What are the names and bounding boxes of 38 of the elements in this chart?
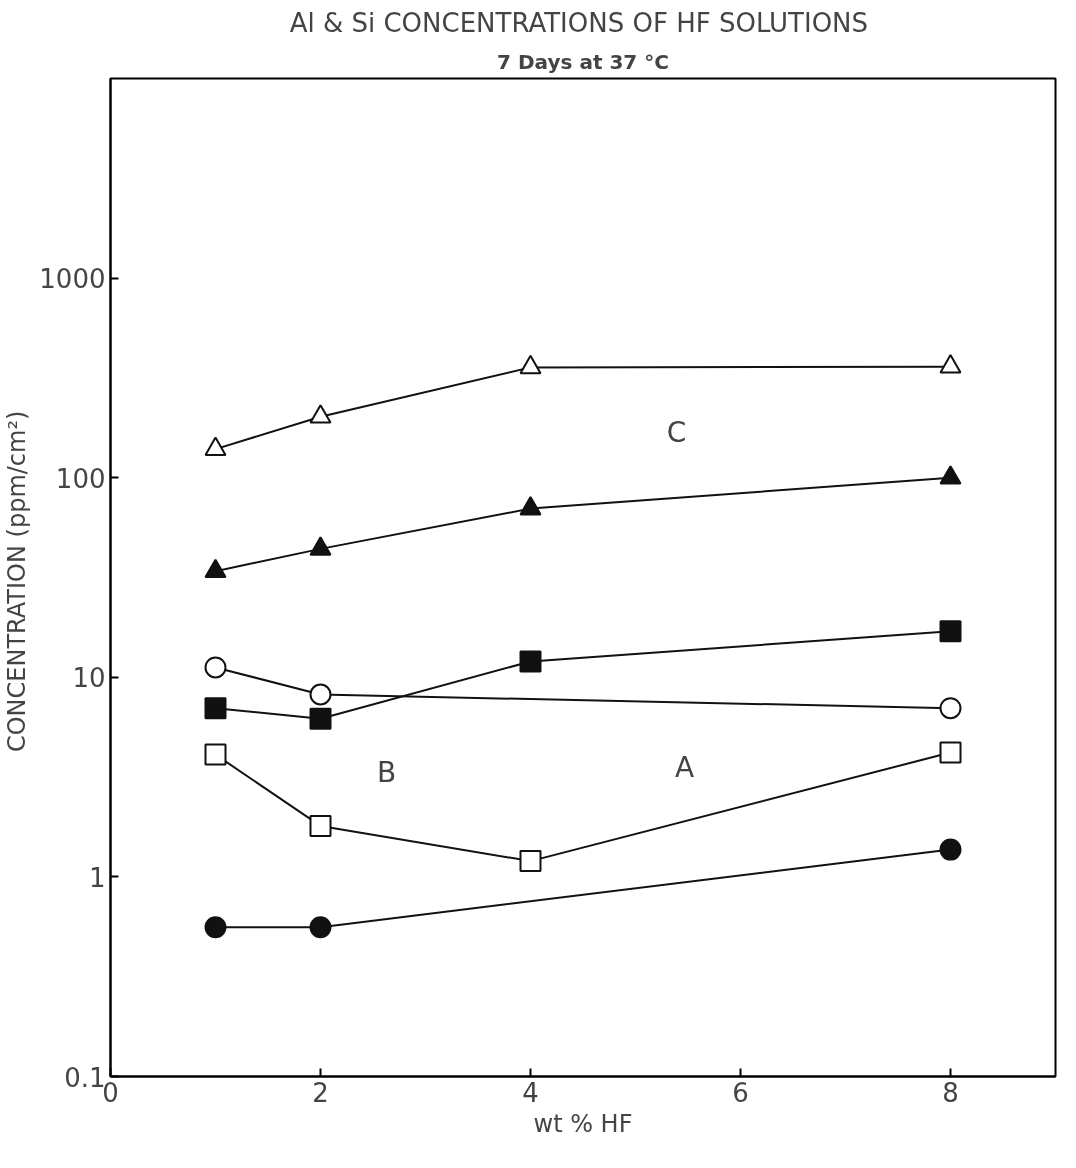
y-tick-label: 10 xyxy=(72,663,106,694)
point xyxy=(519,850,542,873)
point xyxy=(939,620,962,643)
x-tick-label: 4 xyxy=(522,1077,539,1108)
y-tick-label: 1 xyxy=(88,862,106,893)
point xyxy=(939,838,962,861)
y-tick-label: 1000 xyxy=(39,264,106,295)
point xyxy=(309,683,332,706)
point xyxy=(309,536,332,556)
y-tick-label: 100 xyxy=(55,463,106,494)
point xyxy=(519,354,542,375)
point xyxy=(939,697,962,720)
point xyxy=(939,741,962,764)
point xyxy=(204,656,227,679)
chart-title: Al & Si CONCENTRATIONS OF HF SOLUTIONS xyxy=(289,7,869,38)
x-tick-label: 2 xyxy=(312,1077,329,1108)
point xyxy=(204,558,227,578)
x-tick-label: 8 xyxy=(942,1077,959,1108)
chart-subtitle: 7 Days at 37 °C xyxy=(497,49,669,74)
point xyxy=(309,707,332,730)
point xyxy=(309,916,332,939)
point xyxy=(204,436,227,456)
x-tick-label: 0 xyxy=(102,1077,119,1108)
point xyxy=(309,404,332,424)
x-tick-label: 6 xyxy=(732,1077,749,1108)
point xyxy=(204,697,227,720)
y-axis-title: CONCENTRATION (ppm/cm²) xyxy=(3,410,32,753)
point xyxy=(519,650,542,673)
annotation: C xyxy=(666,416,687,449)
point xyxy=(204,743,227,766)
x-axis-title: wt % HF xyxy=(533,1109,633,1138)
annotation: A xyxy=(674,751,695,784)
point xyxy=(309,814,332,837)
point xyxy=(939,465,962,485)
annotation: B xyxy=(376,756,397,789)
point xyxy=(204,916,227,939)
point xyxy=(519,496,542,516)
point xyxy=(939,354,962,374)
